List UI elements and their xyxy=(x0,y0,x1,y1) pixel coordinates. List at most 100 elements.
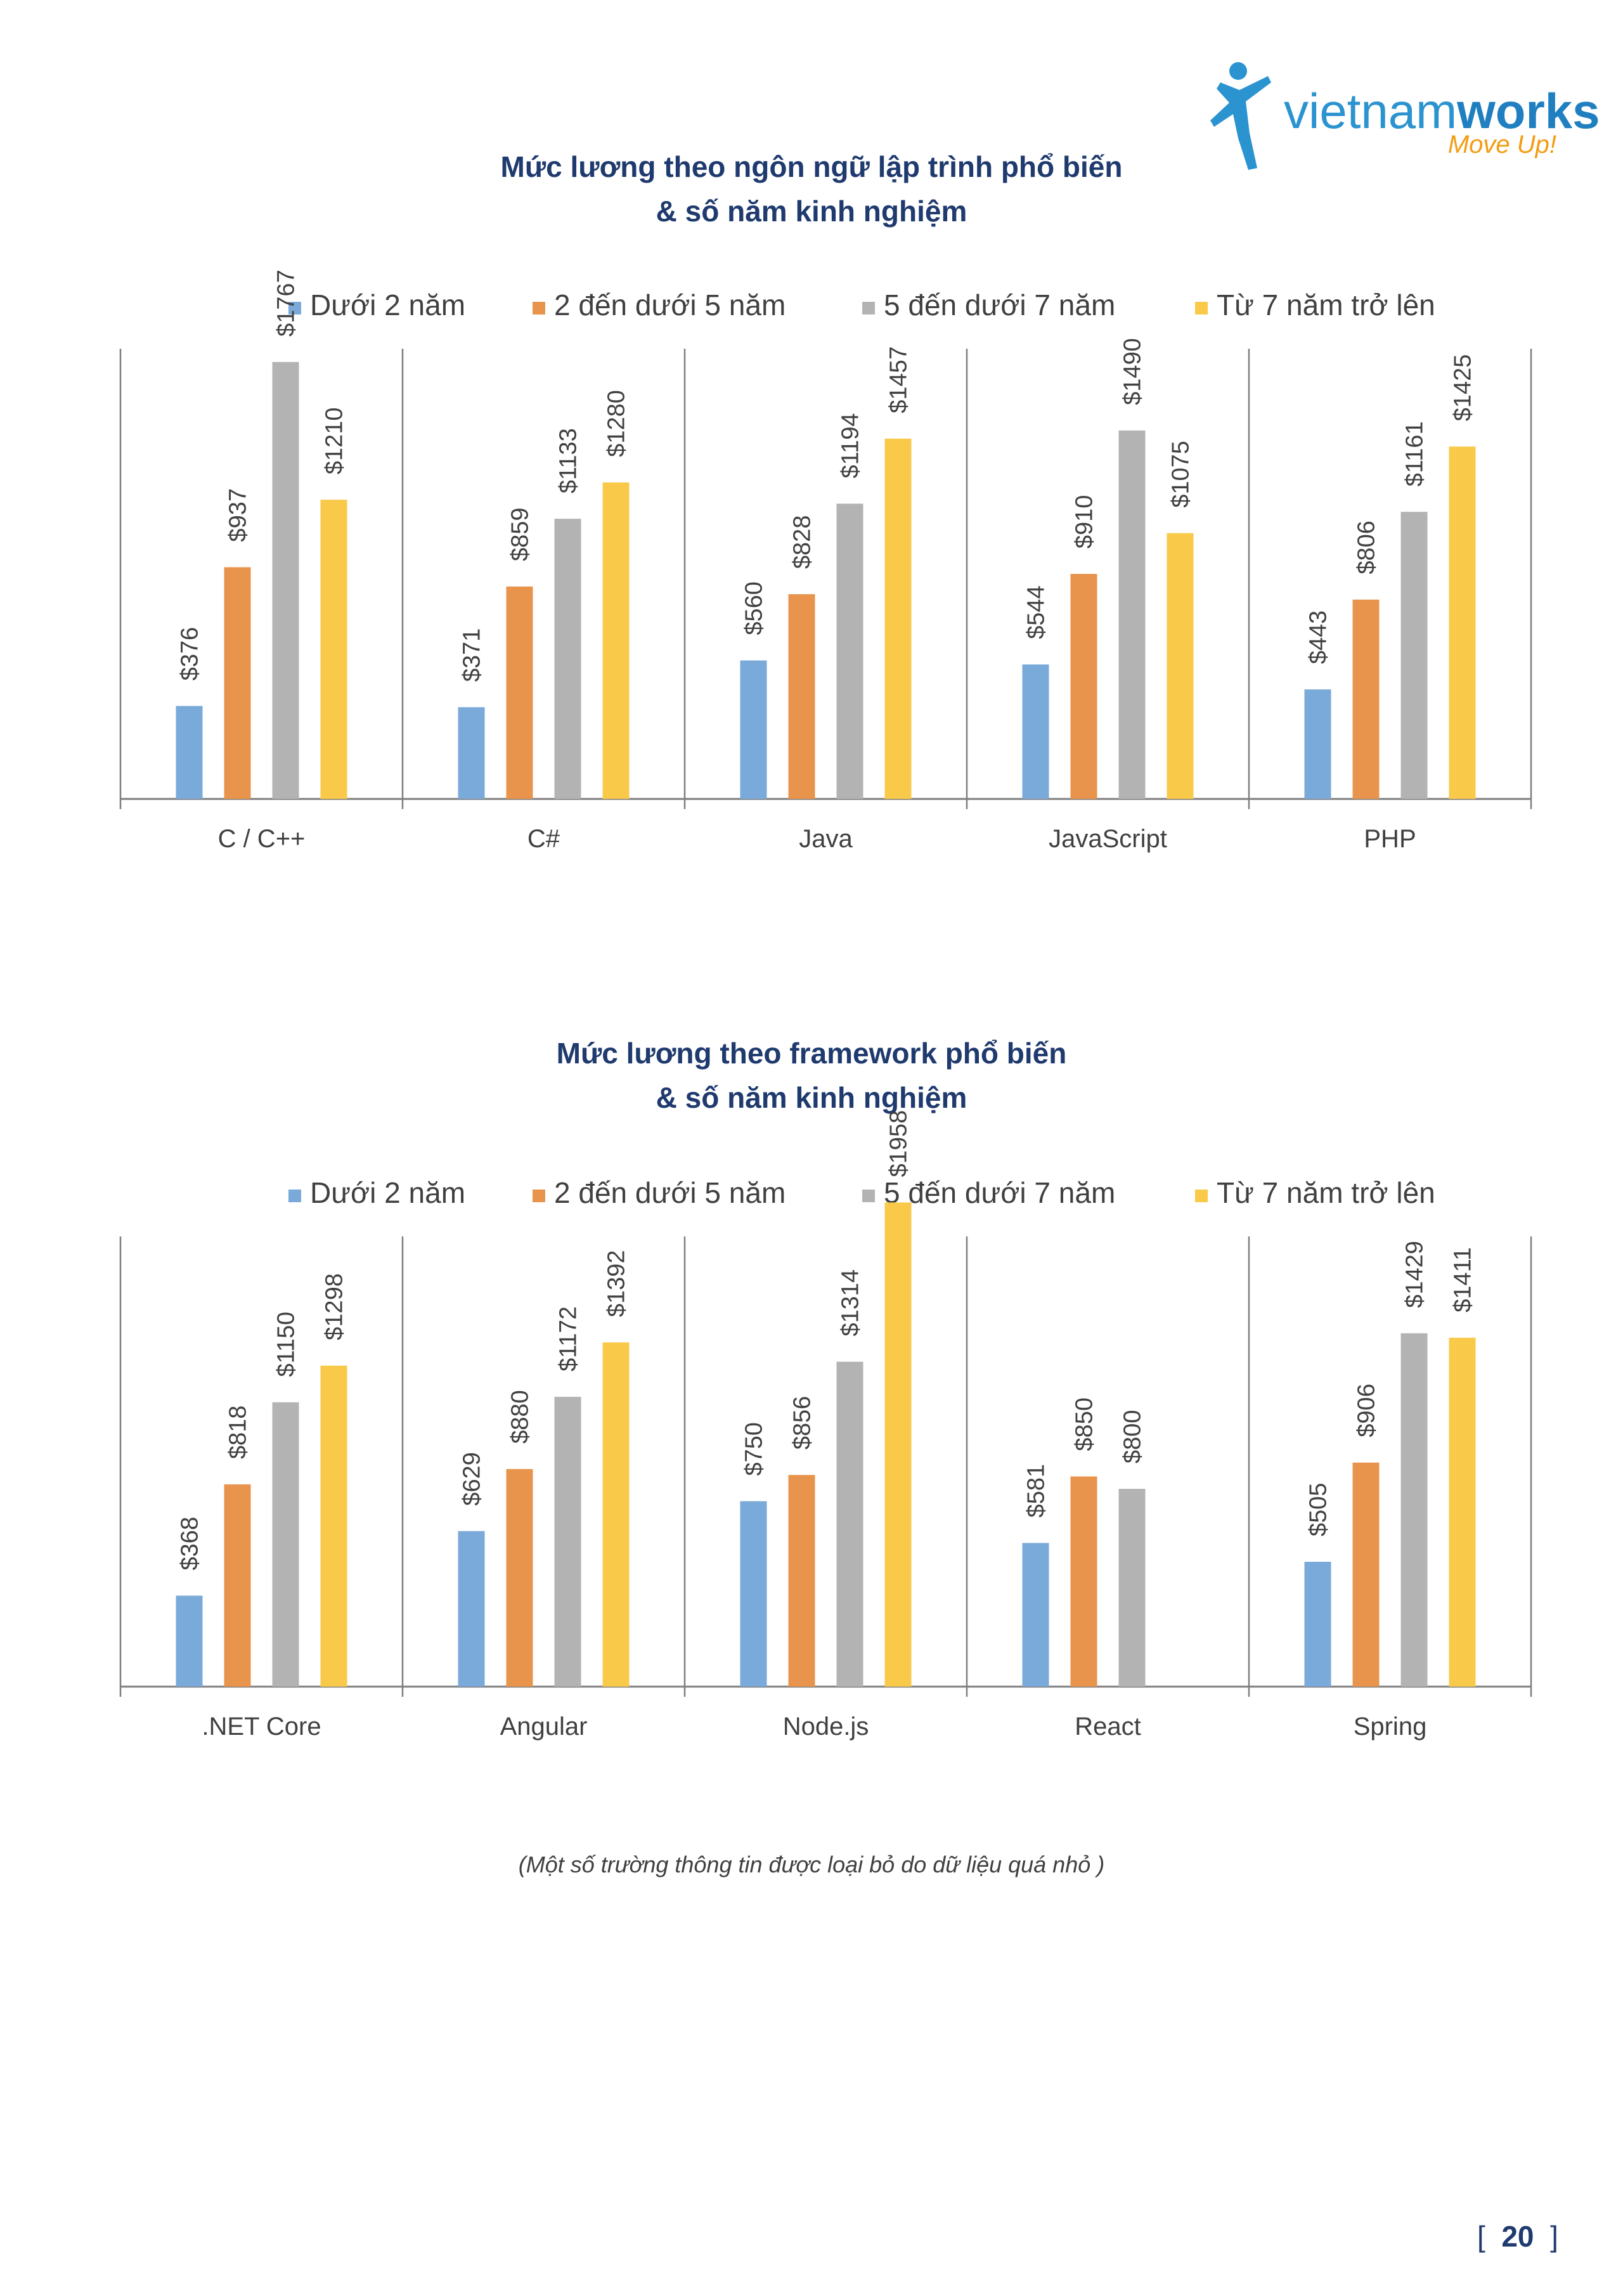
bar-1-5-3 xyxy=(1400,512,1428,799)
bar-2-5-1 xyxy=(1304,1562,1331,1687)
legend-item-2: 2 đến dưới 5 năm xyxy=(533,1176,786,1209)
bar-2-5-4 xyxy=(1449,1337,1476,1687)
bar-2-1-2 xyxy=(224,1484,251,1687)
data-label: $1411 xyxy=(1450,1247,1477,1313)
data-label: $1298 xyxy=(321,1273,348,1340)
bar-1-5-2 xyxy=(1352,599,1380,799)
bar-1-2-3 xyxy=(554,519,581,799)
data-label: $544 xyxy=(1023,585,1050,639)
chart1-title-line1: Mức lương theo ngôn ngữ lập trình phổ bi… xyxy=(500,150,1123,183)
bar-2-4-3 xyxy=(1118,1489,1146,1687)
bar-1-4-4 xyxy=(1167,533,1194,799)
data-label: $806 xyxy=(1354,521,1380,574)
data-label: $818 xyxy=(225,1405,252,1459)
bar-1-4-2 xyxy=(1070,574,1097,799)
bar-2-3-3 xyxy=(836,1361,863,1687)
legend-item-3: 5 đến dưới 7 năm xyxy=(862,1176,1115,1209)
data-label: $1194 xyxy=(837,413,864,478)
data-label: $1490 xyxy=(1120,338,1146,405)
chart2-frameworks: Dưới 2 năm 2 đến dưới 5 năm 5 đến dưới 7 n… xyxy=(119,1110,1532,1741)
bar-2-2-4 xyxy=(602,1342,630,1687)
bar-1-1-3 xyxy=(272,361,299,799)
data-label: $443 xyxy=(1305,611,1332,665)
category-label: C / C++ xyxy=(218,825,306,853)
data-label: $581 xyxy=(1023,1464,1050,1518)
bar-1-3-3 xyxy=(836,503,863,799)
legend-item-4: Từ 7 năm trở lên xyxy=(1195,289,1435,321)
data-label: $1150 xyxy=(273,1312,300,1377)
chart2-title: Mức lương theo framework phổ biến & số n… xyxy=(0,1031,1623,1120)
bar-1-3-1 xyxy=(740,660,767,799)
bar-1-2-2 xyxy=(506,586,533,799)
data-label: $800 xyxy=(1120,1410,1146,1463)
category-label: C# xyxy=(527,825,560,853)
category-label: Angular xyxy=(500,1713,588,1741)
bar-2-5-3 xyxy=(1400,1333,1428,1687)
legend-swatch xyxy=(1195,1190,1208,1202)
legend-swatch xyxy=(862,1190,875,1202)
bar-1-3-2 xyxy=(788,594,815,799)
bar-1-5-1 xyxy=(1304,689,1331,799)
data-label: $371 xyxy=(459,628,486,682)
legend-item-1: Dưới 2 năm xyxy=(288,1176,465,1209)
data-label: $368 xyxy=(177,1517,204,1571)
legend-item-3: 5 đến dưới 7 năm xyxy=(862,289,1115,321)
data-label: $906 xyxy=(1354,1384,1380,1437)
legend-swatch xyxy=(1195,302,1208,315)
page-number: [ 20 ] xyxy=(1477,2220,1558,2253)
legend-label: 2 đến dưới 5 năm xyxy=(554,289,786,321)
legend-label: 5 đến dưới 7 năm xyxy=(884,1176,1115,1209)
bar-2-3-2 xyxy=(788,1475,815,1687)
bar-2-1-4 xyxy=(320,1365,347,1687)
data-label: $910 xyxy=(1071,495,1098,549)
bar-1-5-4 xyxy=(1449,446,1476,799)
data-label: $1425 xyxy=(1450,354,1477,422)
chart2-title-line2: & số năm kinh nghiệm xyxy=(656,1081,967,1114)
data-label: $859 xyxy=(507,507,534,561)
data-label: $1075 xyxy=(1168,441,1194,508)
data-label: $560 xyxy=(741,581,768,635)
data-label: $1172 xyxy=(555,1306,582,1372)
bar-2-4-1 xyxy=(1022,1543,1049,1687)
category-label: PHP xyxy=(1364,825,1416,853)
footnote: (Một số trường thông tin được loại bỏ do… xyxy=(518,1852,1105,1878)
legend-item-4: Từ 7 năm trở lên xyxy=(1195,1176,1435,1209)
category-label: Java xyxy=(799,825,853,853)
bar-2-3-1 xyxy=(740,1501,767,1687)
bar-1-1-1 xyxy=(176,706,203,799)
chart2-title-line1: Mức lương theo framework phổ biến xyxy=(556,1037,1067,1070)
data-label: $1429 xyxy=(1402,1241,1428,1308)
chart1-title-line2: & số năm kinh nghiệm xyxy=(656,195,967,228)
bar-1-2-4 xyxy=(602,482,630,799)
category-label: React xyxy=(1075,1713,1141,1741)
bar-2-3-4 xyxy=(884,1202,912,1687)
legend-label: Dưới 2 năm xyxy=(310,1176,465,1209)
chart1-title: Mức lương theo ngôn ngữ lập trình phổ bi… xyxy=(0,145,1623,233)
legend-swatch xyxy=(288,302,301,315)
runner-figure-icon xyxy=(1210,62,1271,170)
legend-label: Dưới 2 năm xyxy=(310,289,465,321)
bar-1-1-2 xyxy=(224,567,251,799)
data-label: $1767 xyxy=(273,269,300,337)
data-label: $856 xyxy=(789,1396,816,1450)
category-label: Node.js xyxy=(783,1713,869,1741)
legend-swatch xyxy=(862,302,875,315)
bar-2-5-2 xyxy=(1352,1462,1380,1687)
data-label: $828 xyxy=(789,516,816,569)
data-label: $1280 xyxy=(604,390,630,457)
category-label: JavaScript xyxy=(1049,825,1167,853)
data-label: $850 xyxy=(1071,1398,1098,1451)
legend-swatch xyxy=(288,1190,301,1202)
bar-1-3-4 xyxy=(884,438,912,799)
legend-item-1: Dưới 2 năm xyxy=(288,289,465,321)
bar-2-2-3 xyxy=(554,1396,581,1687)
bar-2-1-1 xyxy=(176,1595,203,1687)
data-label: $880 xyxy=(507,1390,534,1444)
bar-1-1-4 xyxy=(320,500,347,799)
data-label: $1133 xyxy=(555,428,582,493)
bar-2-2-2 xyxy=(506,1469,533,1687)
data-label: $1457 xyxy=(886,346,912,413)
bar-2-4-2 xyxy=(1070,1476,1097,1687)
bar-1-4-3 xyxy=(1118,430,1146,799)
category-label: Spring xyxy=(1354,1713,1427,1741)
